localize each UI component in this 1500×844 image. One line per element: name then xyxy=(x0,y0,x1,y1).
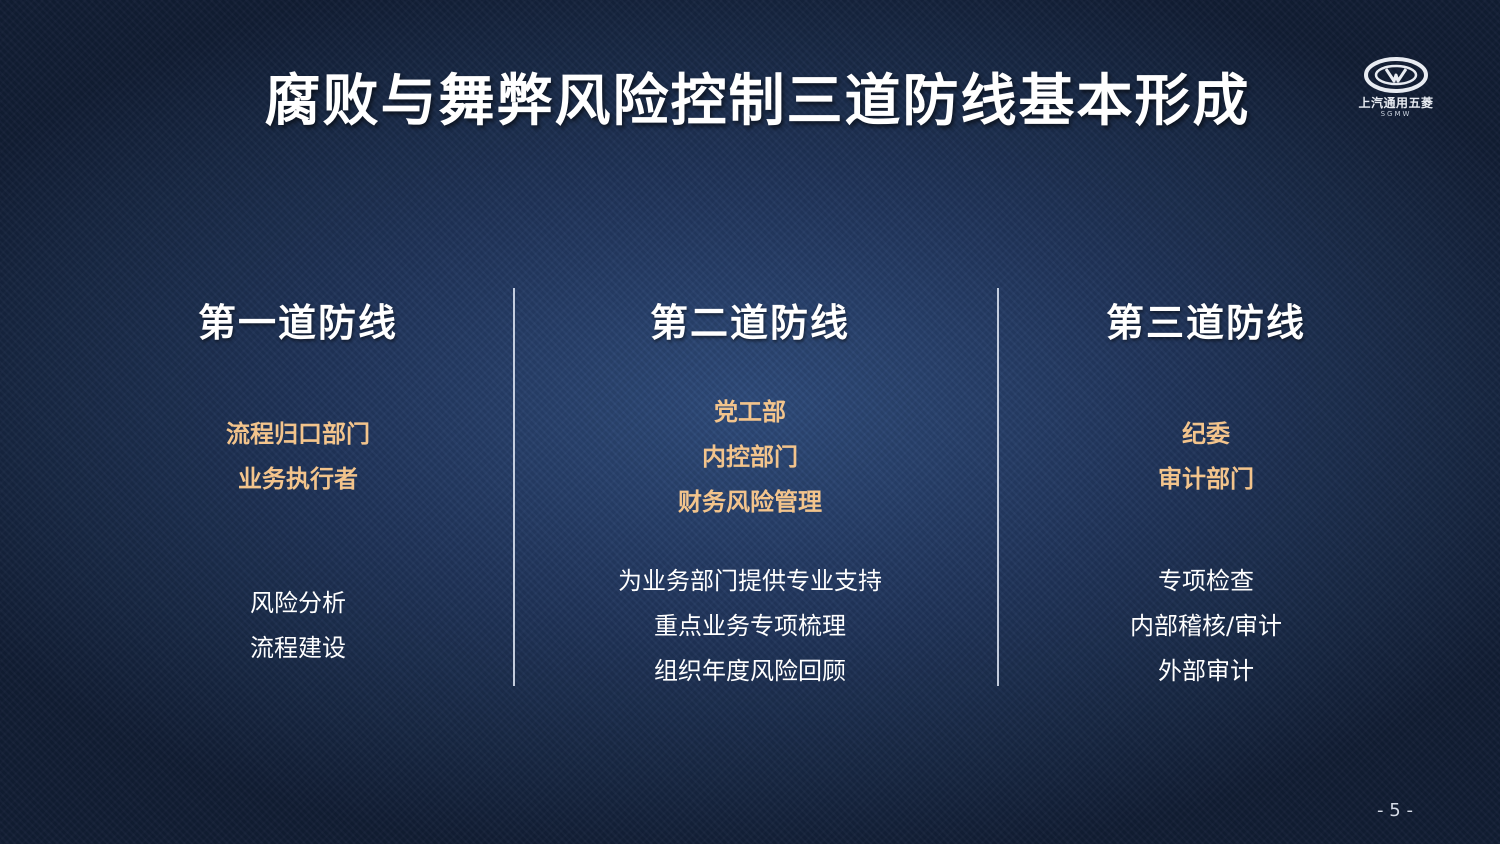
owner-item: 流程归口部门 xyxy=(226,420,370,448)
logo-name-cn: 上汽通用五菱 xyxy=(1358,96,1434,110)
task-item: 组织年度风险回顾 xyxy=(654,657,846,685)
owner-item: 党工部 xyxy=(714,398,786,426)
owner-item: 业务执行者 xyxy=(238,465,358,493)
sgmw-logo-icon xyxy=(1364,57,1428,93)
owner-list: 党工部 内控部门 财务风险管理 xyxy=(514,390,986,525)
owner-item: 纪委 xyxy=(1182,420,1230,448)
owner-item: 审计部门 xyxy=(1158,465,1254,493)
column-divider xyxy=(513,288,515,686)
task-list: 风险分析 流程建设 xyxy=(60,581,536,671)
task-item: 为业务部门提供专业支持 xyxy=(618,567,882,595)
company-logo: 上汽通用五菱 SGMW xyxy=(1346,56,1446,128)
owner-item: 财务风险管理 xyxy=(678,488,822,516)
owner-list: 流程归口部门 业务执行者 xyxy=(60,412,536,502)
task-item: 风险分析 xyxy=(250,589,346,617)
column-divider xyxy=(997,288,999,686)
task-item: 流程建设 xyxy=(250,634,346,662)
slide-title: 腐败与舞弊风险控制三道防线基本形成 xyxy=(264,68,1251,134)
defense-line-1: 第一道防线 流程归口部门 业务执行者 风险分析 流程建设 xyxy=(60,0,536,844)
task-item: 内部稽核/审计 xyxy=(1129,612,1283,640)
task-list: 专项检查 内部稽核/审计 外部审计 xyxy=(970,559,1442,694)
page-number: - 5 - xyxy=(1377,800,1413,821)
task-list: 为业务部门提供专业支持 重点业务专项梳理 组织年度风险回顾 xyxy=(514,559,986,694)
defense-line-2: 第二道防线 党工部 内控部门 财务风险管理 为业务部门提供专业支持 重点业务专项… xyxy=(514,0,986,844)
task-item: 重点业务专项梳理 xyxy=(654,612,846,640)
column-heading: 第三道防线 xyxy=(1105,300,1306,345)
owner-list: 纪委 审计部门 xyxy=(970,412,1442,502)
task-item: 专项检查 xyxy=(1158,567,1254,595)
defense-line-3: 第三道防线 纪委 审计部门 专项检查 内部稽核/审计 外部审计 xyxy=(970,0,1442,844)
logo-name-en: SGMW xyxy=(1380,110,1412,118)
owner-item: 内控部门 xyxy=(702,443,798,471)
column-heading: 第一道防线 xyxy=(197,300,398,345)
column-heading: 第二道防线 xyxy=(649,300,850,345)
task-item: 外部审计 xyxy=(1158,657,1254,685)
